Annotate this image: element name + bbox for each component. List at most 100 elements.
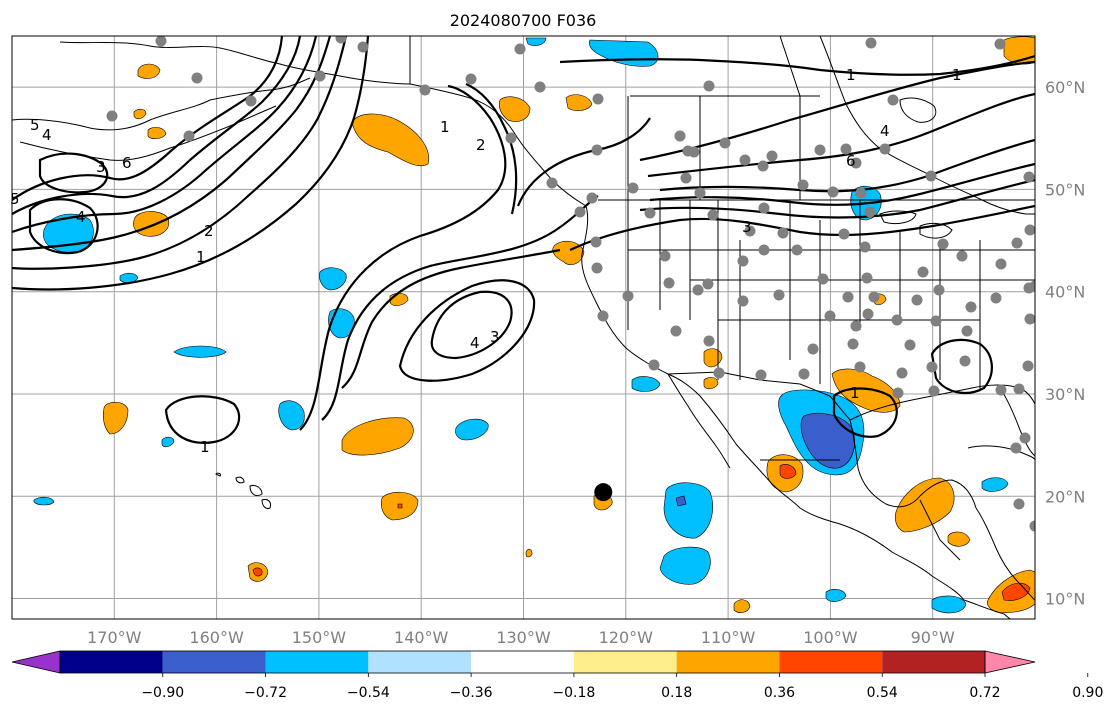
contour-label: 5 xyxy=(10,190,20,208)
coastline xyxy=(667,373,731,469)
coastlines-borders xyxy=(12,36,1035,619)
station-dot xyxy=(961,325,973,337)
negative-anomaly-area xyxy=(173,345,227,358)
positive-anomaly-area xyxy=(102,401,129,435)
station-dot xyxy=(797,179,809,191)
contour-line xyxy=(12,36,302,215)
lon-tick-label: 120°W xyxy=(599,628,654,647)
positive-anomaly-area xyxy=(1003,36,1035,65)
colorbar-tick-label: −0.72 xyxy=(244,685,287,701)
latitude-labels: 10°N 20°N 30°N 40°N 50°N 60°N xyxy=(1045,78,1085,608)
negative-anomaly-area xyxy=(119,272,139,284)
map-title: 2024080700 F036 xyxy=(450,11,597,30)
border-line xyxy=(919,499,961,561)
station-dot xyxy=(692,284,704,296)
lat-tick-label: 50°N xyxy=(1045,180,1085,199)
colorbar-tick-label: −0.36 xyxy=(450,685,493,701)
contour-label: 5 xyxy=(30,116,40,134)
lon-tick-label: 140°W xyxy=(394,628,449,647)
station-dot xyxy=(855,187,867,199)
colorbar-segment xyxy=(676,651,780,673)
lon-tick-label: 130°W xyxy=(496,628,551,647)
station-dot xyxy=(995,258,1007,270)
coastline xyxy=(59,41,411,85)
station-dot xyxy=(694,187,706,199)
station-dot xyxy=(777,227,789,239)
negative-anomaly-area xyxy=(33,496,55,506)
station-dot xyxy=(707,209,719,221)
station-dot xyxy=(868,291,880,303)
negative-anomaly-area xyxy=(981,477,1009,492)
colorbar-tick-label: 0.18 xyxy=(661,685,692,701)
colorbar-segment xyxy=(60,651,163,673)
station-dot xyxy=(842,291,854,303)
positive-anomaly-area xyxy=(137,63,161,79)
station-dot xyxy=(911,294,923,306)
station-dot xyxy=(335,36,347,44)
station-dot xyxy=(850,157,862,169)
contour-line xyxy=(299,84,507,431)
negative-anomaly-area xyxy=(825,589,847,602)
station-dot xyxy=(896,367,908,379)
coastline xyxy=(899,97,937,123)
station-dot xyxy=(933,284,945,296)
station-dot xyxy=(891,314,903,326)
colorbar-segment xyxy=(265,651,369,673)
contour-line xyxy=(321,195,599,421)
station-dot xyxy=(586,192,598,204)
negative-anomaly-area xyxy=(659,546,711,585)
station-dot xyxy=(766,150,778,162)
station-dot xyxy=(670,325,682,337)
positive-anomaly-area xyxy=(147,127,167,140)
positive-anomaly-area xyxy=(133,211,170,237)
contour-line xyxy=(430,290,513,360)
contour-line xyxy=(12,36,284,201)
positive-anomaly-area xyxy=(397,503,403,509)
station-dot xyxy=(850,320,862,332)
colorbar-tick-label: 0.72 xyxy=(969,685,1000,701)
station-dot xyxy=(702,278,714,290)
station-dot xyxy=(838,228,850,240)
colorbar-tick-label: −0.90 xyxy=(141,685,184,701)
station-dot xyxy=(546,177,558,189)
station-dot xyxy=(959,355,971,367)
positive-anomaly-area xyxy=(703,377,719,390)
station-dot xyxy=(824,310,836,322)
station-dot xyxy=(591,262,603,274)
station-dot xyxy=(814,144,826,156)
colorbar-tick-label: −0.54 xyxy=(347,685,390,701)
contour-label: 6 xyxy=(122,154,132,172)
longitude-labels: 170°W 160°W 150°W 140°W 130°W 120°W 110°W 100°W… xyxy=(87,628,955,647)
station-dot xyxy=(663,277,675,289)
positive-anomaly-area xyxy=(133,108,147,120)
station-dot xyxy=(758,202,770,214)
contour-label: 1 xyxy=(850,384,860,402)
station-dot xyxy=(627,182,639,194)
contour-line xyxy=(12,36,370,291)
colorbar-tick-label: 0.54 xyxy=(867,685,898,701)
lake-outline xyxy=(879,210,917,225)
station-dot xyxy=(1022,360,1034,372)
colorbar-segment xyxy=(779,651,883,673)
contour-label: 1 xyxy=(846,66,856,84)
contour-line xyxy=(569,204,1035,251)
station-dot xyxy=(854,361,866,373)
positive-anomaly-area xyxy=(252,567,263,577)
station-dot xyxy=(1011,237,1023,249)
station-dot xyxy=(505,132,517,144)
positive-anomaly-area xyxy=(565,94,593,111)
station-dot xyxy=(827,186,839,198)
station-dot xyxy=(817,273,829,285)
coastline xyxy=(409,83,587,207)
contour-label: 4 xyxy=(880,122,890,140)
colorbar-frame xyxy=(59,650,986,674)
station-dot xyxy=(106,110,118,122)
station-dot xyxy=(994,38,1006,50)
station-dot xyxy=(744,225,756,237)
lon-tick-label: 170°W xyxy=(87,628,142,647)
graticule xyxy=(12,36,1035,619)
contour-label: 1 xyxy=(440,118,450,136)
contour-line xyxy=(647,92,1035,178)
contour-label: 3 xyxy=(96,158,106,176)
contour-line xyxy=(164,395,241,444)
